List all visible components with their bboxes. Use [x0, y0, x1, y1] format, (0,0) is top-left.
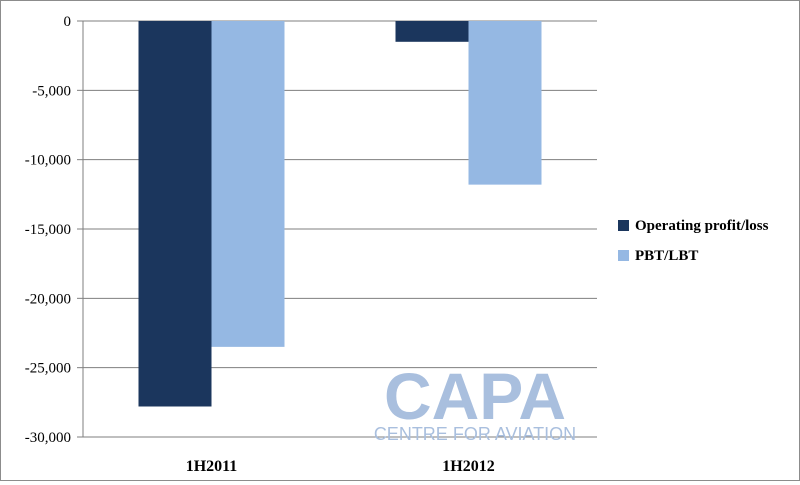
bar-pbt-1h2012: [468, 21, 542, 185]
y-tick-label: -20,000: [25, 291, 71, 307]
legend-label: PBT/LBT: [635, 248, 698, 264]
watermark-tagline: CENTRE FOR AVIATION: [374, 424, 576, 444]
x-tick-label: 1H2011: [186, 458, 238, 475]
y-tick-label: -15,000: [25, 222, 71, 238]
capa-watermark: CAPA CENTRE FOR AVIATION: [374, 359, 576, 444]
y-tick-label: -10,000: [25, 153, 71, 169]
legend-swatch: [618, 220, 629, 231]
legend-swatch: [618, 250, 629, 261]
x-tick-label: 1H2012: [442, 458, 494, 475]
y-tick-label: -5,000: [32, 83, 71, 99]
bar-operating-1h2012: [395, 21, 469, 42]
bar-operating-1h2011: [138, 21, 212, 407]
y-tick-label: -30,000: [25, 430, 71, 446]
bar-pbt-1h2011: [211, 21, 285, 347]
bars: [138, 21, 542, 407]
y-tick-labels: 0 -5,000 -10,000 -15,000 -20,000 -25,000 -30,0…: [25, 14, 71, 446]
y-tick-label: 0: [64, 14, 72, 30]
legend-label: Operating profit/loss: [635, 218, 769, 234]
legend: Operating profit/loss PBT/LBT: [618, 218, 769, 264]
x-tick-labels: 1H2011 1H2012: [186, 458, 495, 475]
y-tick-label: -25,000: [25, 361, 71, 377]
watermark-logo: CAPA: [384, 359, 566, 433]
